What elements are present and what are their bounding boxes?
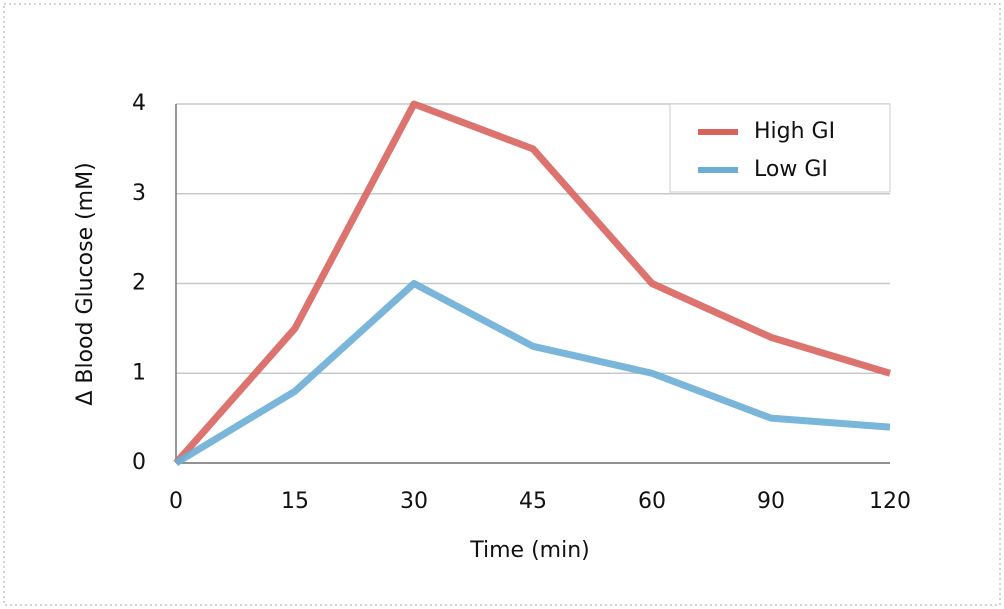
- y-tick-label: 0: [132, 450, 146, 475]
- x-tick-label: 120: [869, 489, 911, 514]
- y-tick-label: 1: [132, 360, 146, 385]
- legend-label: Low GI: [754, 157, 828, 182]
- x-axis-label: Time (min): [469, 538, 590, 563]
- x-tick-label: 60: [638, 489, 666, 514]
- frame: [4, 4, 1000, 605]
- x-tick-label: 0: [169, 489, 183, 514]
- x-tick-label: 15: [281, 489, 309, 514]
- x-tick-label: 90: [757, 489, 785, 514]
- legend-label: High GI: [754, 119, 835, 144]
- chart: Time (min) Δ Blood Glucose (mM) 0 1 2 3 4 0 15…: [0, 0, 1004, 609]
- x-tick-label: 45: [519, 489, 547, 514]
- y-axis-label: Δ Blood Glucose (mM): [73, 162, 98, 405]
- y-tick-label: 4: [132, 91, 146, 116]
- y-tick-label: 2: [132, 271, 146, 296]
- x-tick-label: 30: [400, 489, 428, 514]
- y-tick-label: 3: [132, 181, 146, 206]
